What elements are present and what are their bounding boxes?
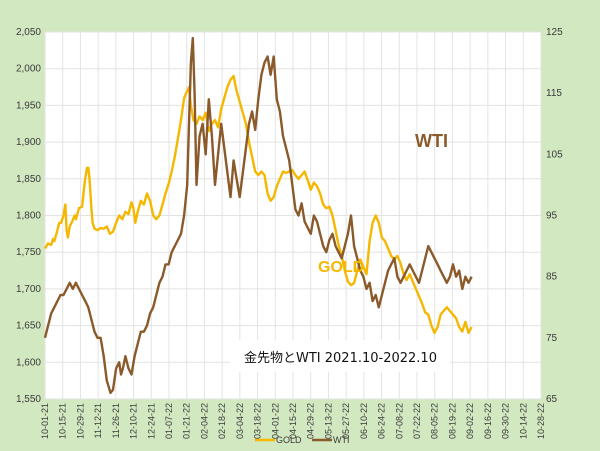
- right-axis-ticks: 65 75 85 95 105 115 125: [546, 27, 563, 405]
- x-tick-label: 09-16-22: [483, 403, 493, 439]
- x-tick-label: 06-10-22: [359, 403, 369, 439]
- x-tick-label: 07-08-22: [394, 403, 404, 439]
- x-tick-label: 02-04-22: [199, 403, 209, 439]
- left-tick-label: 1,800: [16, 211, 41, 222]
- chart-title: 金先物とWTI 2021.10-2022.10: [244, 350, 437, 366]
- x-tick-label: 12-10-21: [129, 403, 139, 439]
- left-tick-label: 1,700: [16, 284, 41, 295]
- x-tick-label: 09-02-22: [465, 403, 475, 439]
- legend: GOLD WTI: [255, 435, 350, 445]
- x-tick-label: 11-12-21: [93, 403, 103, 438]
- left-tick-label: 1,650: [16, 321, 41, 332]
- x-tick-label: 04-01-22: [270, 403, 280, 439]
- right-tick-label: 105: [546, 149, 563, 160]
- x-tick-label: 10-14-22: [518, 403, 528, 439]
- x-axis-ticks: 10-01-21 10-15-21 10-29-21 11-12-21 11-26-21…: [40, 403, 546, 439]
- right-tick-label: 85: [546, 272, 558, 283]
- left-tick-label: 1,850: [16, 174, 41, 185]
- right-tick-label: 65: [546, 394, 558, 405]
- right-tick-label: 125: [546, 27, 563, 38]
- x-tick-label: 01-07-22: [164, 403, 174, 439]
- x-tick-label: 10-29-21: [75, 403, 85, 439]
- title-box: [230, 340, 450, 372]
- x-tick-label: 03-18-22: [253, 403, 263, 439]
- wti-annotation: WTI: [415, 131, 448, 151]
- right-tick-label: 75: [546, 333, 558, 344]
- left-tick-label: 1,900: [16, 137, 41, 148]
- x-tick-label: 09-30-22: [501, 403, 511, 439]
- gold-annotation: GOLD: [318, 259, 364, 276]
- x-tick-label: 08-05-22: [430, 403, 440, 439]
- x-tick-label: 11-26-21: [111, 403, 121, 438]
- x-tick-label: 01-21-22: [182, 403, 192, 439]
- x-tick-label: 12-24-21: [146, 403, 156, 439]
- left-tick-label: 2,000: [16, 64, 41, 75]
- x-tick-label: 05-13-22: [323, 403, 333, 439]
- x-tick-label: 05-27-22: [341, 403, 351, 439]
- legend-gold-label: GOLD: [276, 435, 302, 445]
- x-tick-label: 06-24-22: [377, 403, 387, 439]
- left-tick-label: 1,550: [16, 394, 41, 405]
- x-tick-label: 10-01-21: [40, 403, 50, 439]
- left-tick-label: 1,750: [16, 247, 41, 258]
- x-tick-label: 03-04-22: [235, 403, 245, 439]
- left-tick-label: 2,050: [16, 27, 41, 38]
- x-tick-label: 04-29-22: [306, 403, 316, 439]
- x-tick-label: 08-19-22: [447, 403, 457, 439]
- x-tick-label: 10-28-22: [536, 403, 546, 439]
- x-tick-label: 04-15-22: [288, 403, 298, 439]
- x-tick-label: 10-15-21: [58, 403, 68, 439]
- left-tick-label: 1,950: [16, 100, 41, 111]
- series-lines: [43, 36, 473, 395]
- left-tick-label: 1,600: [16, 357, 41, 368]
- right-tick-label: 95: [546, 211, 558, 222]
- legend-wti-label: WTI: [333, 435, 350, 445]
- x-tick-label: 02-18-22: [217, 403, 227, 439]
- right-tick-label: 115: [546, 88, 562, 99]
- left-axis-ticks: 1,550 1,600 1,650 1,700 1,750 1,800 1,850 1,900…: [16, 27, 41, 405]
- series-line-wti: [43, 36, 473, 395]
- x-tick-label: 07-22-22: [412, 403, 422, 439]
